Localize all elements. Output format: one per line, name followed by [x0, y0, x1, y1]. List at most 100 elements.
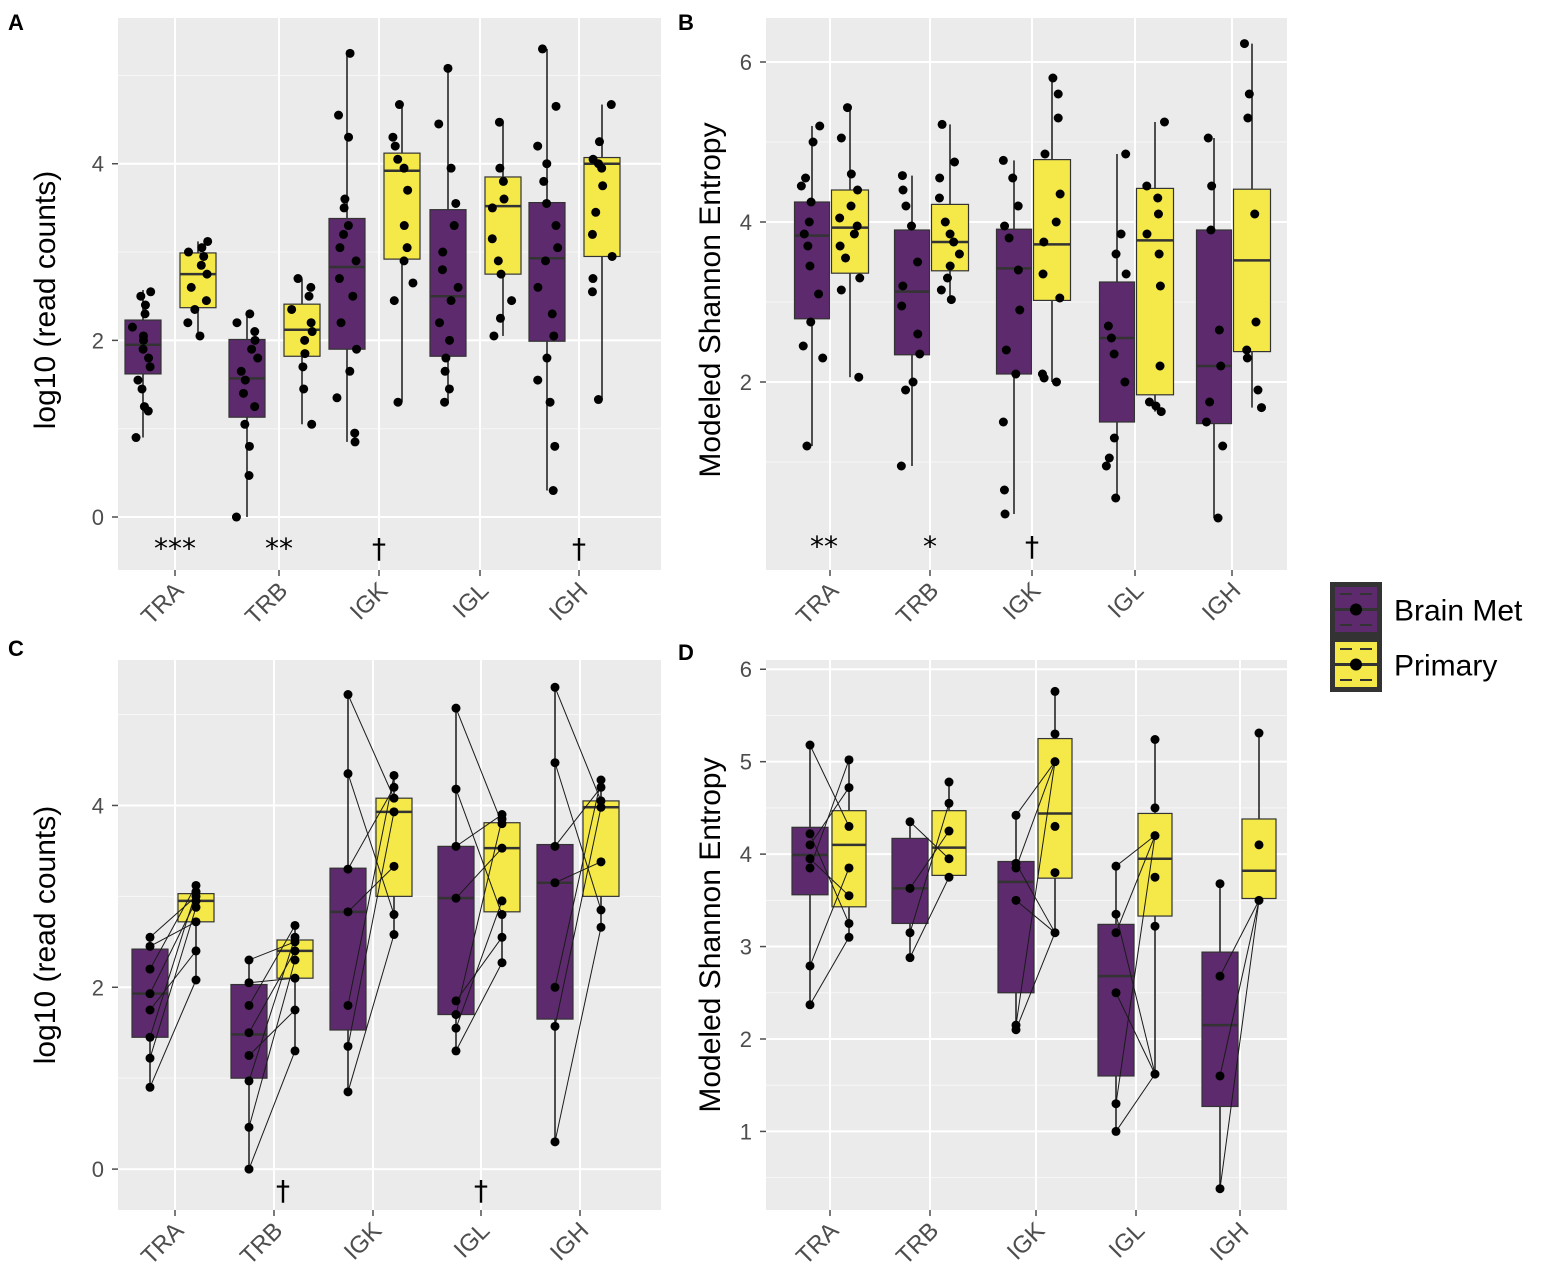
pair-line [455, 847, 503, 899]
data-point [1121, 269, 1131, 279]
data-point [1001, 345, 1011, 355]
pair-line [149, 907, 197, 1059]
data-point [1153, 209, 1163, 219]
data-point [435, 318, 445, 328]
y-tick-label: 3 [740, 935, 752, 960]
data-point [550, 441, 560, 451]
data-point [304, 291, 314, 301]
data-point [1004, 233, 1014, 243]
data-point [343, 1087, 353, 1097]
x-tick-label: TRB [235, 1217, 288, 1270]
data-point [497, 932, 507, 942]
x-tick-label: IGK [1002, 1217, 1050, 1265]
data-point [844, 755, 854, 765]
data-point [145, 989, 155, 999]
data-point [244, 1050, 254, 1060]
legend-key-primary [1330, 637, 1382, 692]
pair-line [554, 687, 602, 802]
data-point [487, 203, 497, 213]
pair-line [554, 861, 602, 884]
pair-line [149, 921, 197, 947]
pair-line [248, 1050, 296, 1170]
data-point [137, 384, 147, 394]
panel-letter: D [678, 640, 694, 665]
data-point [437, 265, 447, 275]
legend-label: Brain Met [1394, 595, 1523, 628]
data-point [244, 1028, 254, 1038]
data-point [352, 344, 362, 354]
data-point [1242, 345, 1252, 355]
data-point [197, 243, 207, 253]
data-point [805, 829, 815, 839]
data-point [300, 349, 310, 359]
data-point [1055, 293, 1065, 303]
data-point [489, 331, 499, 341]
significance-marker: † [474, 1174, 488, 1207]
data-point [1150, 734, 1160, 744]
data-point [236, 366, 246, 376]
data-point [901, 385, 911, 395]
data-point [144, 353, 154, 363]
data-point [1250, 209, 1260, 219]
data-point [944, 854, 954, 864]
data-point [451, 1023, 461, 1033]
data-point [1215, 1071, 1225, 1081]
pair-line [554, 762, 602, 911]
y-axis-title: Modeled Shannon Entropy [694, 122, 727, 477]
data-point [1053, 113, 1063, 123]
panel-D: D 1 2 3 4 5 6 Modeled Shannon Entropy TRA TRB IGK I… [678, 640, 1287, 1270]
data-point [440, 397, 450, 407]
y-axis-title: Modeled Shannon Entropy [694, 757, 727, 1112]
data-point [1050, 821, 1060, 831]
data-point [806, 197, 816, 207]
data-point [244, 1122, 254, 1132]
data-point [441, 353, 451, 363]
data-point [836, 133, 846, 143]
data-point [253, 353, 263, 363]
x-tick-label: IGL [449, 1217, 495, 1263]
y-tick-label: 1 [740, 1119, 752, 1144]
data-point [1142, 229, 1152, 239]
box-body [583, 156, 621, 258]
data-point [808, 137, 818, 147]
y-tick-label: 4 [740, 210, 752, 235]
data-point [244, 978, 254, 988]
data-point [1244, 89, 1254, 99]
data-point [802, 441, 812, 451]
data-point [1011, 810, 1021, 820]
data-point [842, 103, 852, 113]
pair-line [1015, 899, 1056, 934]
data-point [1111, 909, 1121, 919]
data-point [191, 880, 201, 890]
data-point [1120, 377, 1130, 387]
data-point [1159, 117, 1169, 127]
data-point [300, 335, 310, 345]
data-point [999, 485, 1009, 495]
data-point [844, 932, 854, 942]
data-point [805, 863, 815, 873]
data-point [1040, 149, 1050, 159]
data-point [844, 918, 854, 928]
data-point [1206, 225, 1216, 235]
data-point [145, 362, 155, 372]
data-point [1218, 441, 1228, 451]
data-point [201, 296, 211, 306]
data-point [340, 194, 350, 204]
data-point [936, 285, 946, 295]
data-point [191, 917, 201, 927]
data-point [332, 393, 342, 403]
x-tick-label: IGK [998, 577, 1046, 625]
data-point [138, 344, 148, 354]
pair-line [455, 936, 503, 1002]
data-point [533, 375, 543, 385]
x-tick-label: TRB [891, 577, 944, 630]
data-point [1050, 686, 1060, 696]
data-point [1111, 1099, 1121, 1109]
data-point [240, 419, 250, 429]
x-tick-label: IGL [448, 577, 494, 623]
pair-line [809, 787, 850, 846]
data-point [798, 341, 808, 351]
data-point [1103, 321, 1113, 331]
box-body [1032, 159, 1072, 302]
data-point [1121, 149, 1131, 159]
